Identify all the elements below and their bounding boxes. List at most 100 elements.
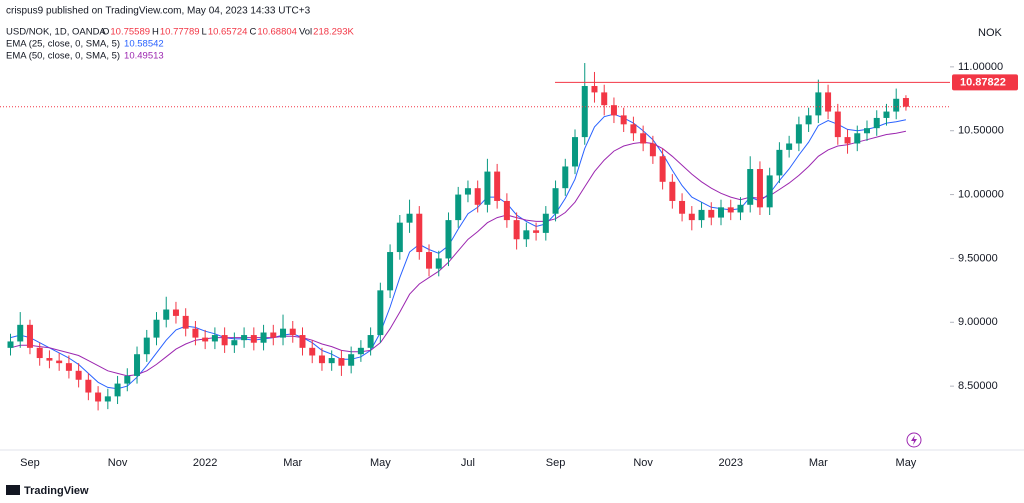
ohlc-key: Vol <box>299 27 312 38</box>
candle-body <box>698 209 705 221</box>
ohlc-key: H <box>152 27 159 38</box>
candle-body <box>231 340 238 346</box>
x-tick-label: Nov <box>108 457 128 469</box>
x-tick-label: Nov <box>633 457 653 469</box>
level-label: 10.87822 <box>960 76 1006 88</box>
candle-body <box>864 128 871 134</box>
candle-body <box>17 324 24 342</box>
candle-body <box>104 396 111 402</box>
x-tick-label: May <box>370 457 391 469</box>
candle-body <box>776 149 783 176</box>
ohlc-key: C <box>249 27 256 38</box>
candle-body <box>766 175 773 208</box>
candle-body <box>289 328 296 336</box>
candle-body <box>153 319 160 338</box>
currency: NOK <box>978 27 1003 39</box>
lightning-glyph <box>911 435 917 445</box>
candle-body <box>747 169 754 205</box>
candle-body <box>309 347 316 356</box>
candle-body <box>679 200 686 214</box>
candle-body <box>494 171 501 201</box>
x-tick-label: Sep <box>20 457 40 469</box>
candle-body <box>474 188 481 205</box>
y-tick-label: 9.50000 <box>958 252 998 264</box>
ema-legend-name: EMA (50, close, 0, SMA, 5) <box>6 51 120 62</box>
ohlc-value: 10.68804 <box>257 27 297 38</box>
candle-body <box>815 92 822 116</box>
candle-body <box>649 143 656 157</box>
candle-body <box>299 335 306 348</box>
candle-body <box>134 354 141 376</box>
candle-body <box>192 328 199 338</box>
candle-body <box>601 92 608 106</box>
candle-body <box>883 111 890 118</box>
ema-legend-value: 10.58542 <box>124 39 164 50</box>
candle-body <box>426 252 433 269</box>
candle-body <box>56 360 63 364</box>
ohlc-key: O <box>102 27 109 38</box>
candle-body <box>581 86 588 138</box>
y-tick-label: 10.00000 <box>958 188 1004 200</box>
ema-line <box>10 130 907 377</box>
candle-body <box>221 335 228 346</box>
candle-body <box>533 230 540 233</box>
ema-legend-name: EMA (25, close, 0, SMA, 5) <box>6 39 120 50</box>
y-tick-label: 9.00000 <box>958 316 998 328</box>
candle-body <box>688 213 695 221</box>
candle-body <box>825 92 832 112</box>
y-tick-label: 10.50000 <box>958 125 1004 137</box>
candle-body <box>552 188 559 214</box>
candle-body <box>328 358 335 364</box>
candle-body <box>406 213 413 223</box>
publisher: crispus9 published on TradingView.com, M… <box>6 6 311 17</box>
candle-body <box>523 230 530 240</box>
candle-body <box>756 169 763 208</box>
ohlc-value: 218.293K <box>313 27 354 38</box>
legend: O 10.75589 H 10.77789 L 10.65724 C 10.68804 Vol 2… <box>6 27 354 62</box>
candle-body <box>834 111 841 138</box>
candle-body <box>46 358 53 361</box>
candle-body <box>659 156 666 182</box>
candle-body <box>85 379 92 393</box>
candle-body <box>65 363 72 371</box>
ohlc-value: 10.65724 <box>208 27 248 38</box>
candle-body <box>718 207 725 218</box>
level-label-box <box>952 74 1018 91</box>
x-tick-label: Mar <box>283 457 302 469</box>
candle-body <box>36 347 43 359</box>
symbol: USD/NOK, 1D, OANDA <box>6 27 106 38</box>
logo <box>6 485 20 495</box>
candle-body <box>630 124 637 134</box>
candle-body <box>484 171 491 205</box>
candle-body <box>708 209 715 218</box>
candle-body <box>844 137 851 144</box>
candle-body <box>387 252 394 291</box>
candle-body <box>902 98 909 107</box>
x-tick-label: Mar <box>809 457 828 469</box>
candle-body <box>318 355 325 364</box>
candle-body <box>591 86 598 93</box>
candle-body <box>873 117 880 129</box>
ema-legend-value: 10.49513 <box>124 51 164 62</box>
candle-body <box>416 213 423 253</box>
lightning-icon[interactable] <box>906 432 922 448</box>
candle-body <box>7 341 14 348</box>
candle-body <box>503 200 510 221</box>
candle-body <box>75 370 82 380</box>
candle-body <box>114 383 121 397</box>
candle-body <box>669 181 676 201</box>
candle-body <box>513 220 520 240</box>
candle-body <box>26 324 33 348</box>
x-tick-label: 2023 <box>718 457 742 469</box>
candle-body <box>143 337 150 355</box>
candle-body <box>795 124 802 144</box>
candle-body <box>562 166 569 189</box>
candle-body <box>250 335 257 343</box>
candle-body <box>260 332 267 343</box>
candle-body <box>357 347 364 355</box>
candle-body <box>172 309 179 316</box>
candle-body <box>455 194 462 221</box>
